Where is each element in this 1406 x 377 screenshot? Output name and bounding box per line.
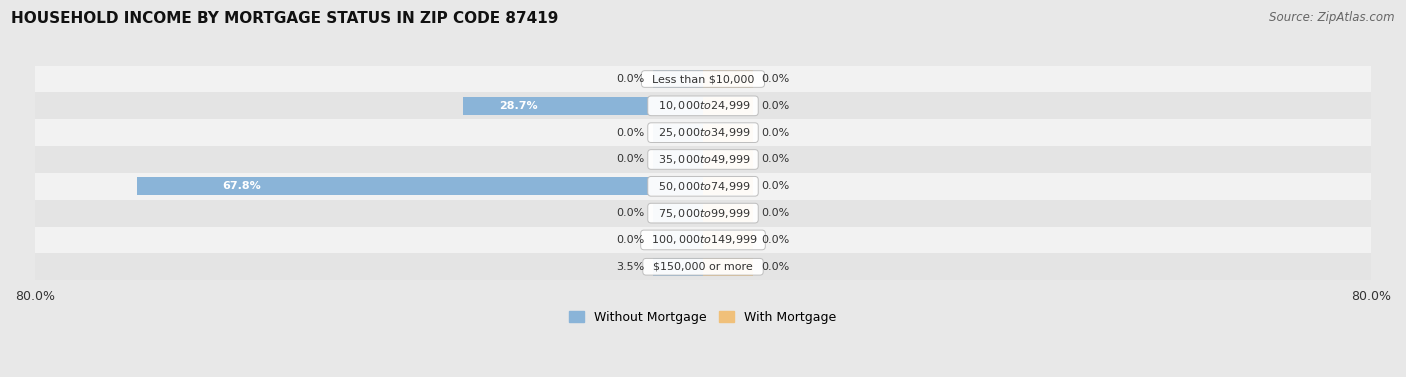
Legend: Without Mortgage, With Mortgage: Without Mortgage, With Mortgage	[564, 306, 842, 329]
Bar	[652, 204, 703, 222]
Text: 0.0%: 0.0%	[762, 181, 790, 191]
Bar	[703, 97, 754, 115]
Bar	[136, 177, 703, 195]
Text: $10,000 to $24,999: $10,000 to $24,999	[651, 99, 755, 112]
Bar	[35, 146, 1371, 173]
Text: 0.0%: 0.0%	[762, 128, 790, 138]
Text: 28.7%: 28.7%	[499, 101, 538, 111]
Text: 3.5%: 3.5%	[616, 262, 644, 272]
Bar	[703, 204, 754, 222]
Text: $100,000 to $149,999: $100,000 to $149,999	[644, 233, 762, 247]
Text: 0.0%: 0.0%	[616, 208, 644, 218]
Text: 0.0%: 0.0%	[762, 262, 790, 272]
Bar	[35, 119, 1371, 146]
Text: $25,000 to $34,999: $25,000 to $34,999	[651, 126, 755, 139]
Text: 67.8%: 67.8%	[222, 181, 260, 191]
Bar	[35, 173, 1371, 200]
Bar	[35, 253, 1371, 280]
Bar	[464, 97, 703, 115]
Text: $50,000 to $74,999: $50,000 to $74,999	[651, 180, 755, 193]
Bar	[35, 66, 1371, 92]
Text: Source: ZipAtlas.com: Source: ZipAtlas.com	[1270, 11, 1395, 24]
Text: 0.0%: 0.0%	[616, 128, 644, 138]
Bar	[703, 150, 754, 169]
Text: 0.0%: 0.0%	[762, 155, 790, 164]
Text: 0.0%: 0.0%	[762, 235, 790, 245]
Text: 0.0%: 0.0%	[616, 155, 644, 164]
Text: 0.0%: 0.0%	[616, 235, 644, 245]
Bar	[35, 92, 1371, 119]
Text: $75,000 to $99,999: $75,000 to $99,999	[651, 207, 755, 220]
Text: 0.0%: 0.0%	[616, 74, 644, 84]
Text: 0.0%: 0.0%	[762, 74, 790, 84]
Bar	[652, 150, 703, 169]
Bar	[703, 70, 754, 88]
Bar	[652, 231, 703, 249]
Text: HOUSEHOLD INCOME BY MORTGAGE STATUS IN ZIP CODE 87419: HOUSEHOLD INCOME BY MORTGAGE STATUS IN Z…	[11, 11, 558, 26]
Bar	[652, 257, 703, 276]
Text: 0.0%: 0.0%	[762, 208, 790, 218]
Bar	[703, 124, 754, 142]
Text: Less than $10,000: Less than $10,000	[645, 74, 761, 84]
Bar	[35, 200, 1371, 227]
Text: 0.0%: 0.0%	[762, 101, 790, 111]
Bar	[35, 227, 1371, 253]
Text: $35,000 to $49,999: $35,000 to $49,999	[651, 153, 755, 166]
Bar	[652, 70, 703, 88]
Text: $150,000 or more: $150,000 or more	[647, 262, 759, 272]
Bar	[703, 257, 754, 276]
Bar	[652, 124, 703, 142]
Bar	[703, 231, 754, 249]
Bar	[703, 177, 754, 195]
